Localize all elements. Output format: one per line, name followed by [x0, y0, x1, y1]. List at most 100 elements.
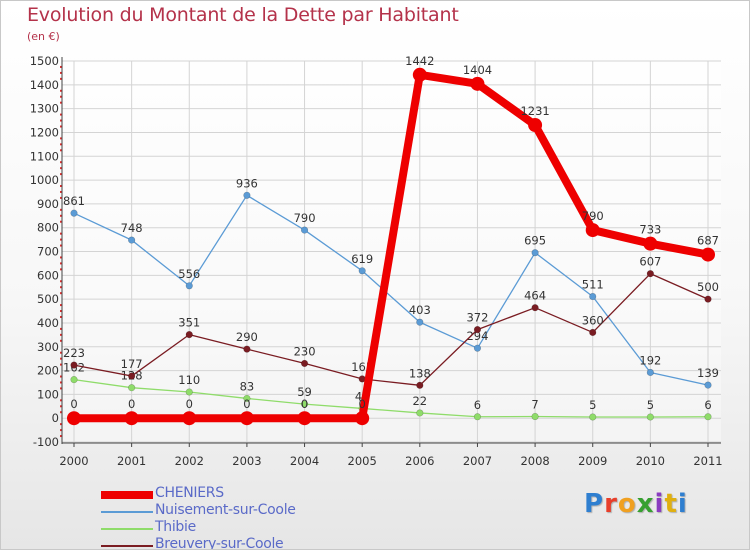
y-minor-tick [60, 411, 62, 414]
y-tick-label: -100 [33, 435, 59, 449]
x-tick-label: 2008 [520, 454, 549, 468]
data-label: 0 [128, 397, 135, 411]
data-point [470, 76, 485, 91]
data-point [67, 411, 81, 426]
y-minor-tick [60, 77, 62, 80]
y-tick-label: 500 [37, 292, 59, 306]
data-label: 790 [294, 211, 316, 225]
y-minor-tick [60, 310, 62, 313]
data-label: 360 [582, 313, 604, 327]
y-minor-tick [60, 113, 62, 116]
y-minor-tick [60, 399, 62, 402]
y-minor-tick [60, 125, 62, 128]
y-minor-tick [60, 167, 62, 170]
data-label: 0 [70, 397, 77, 411]
x-tick-label: 2003 [232, 454, 261, 468]
y-minor-tick [60, 89, 62, 92]
logo-letter: i [654, 489, 665, 519]
data-point [243, 191, 251, 199]
data-point [297, 411, 312, 426]
y-minor-tick [60, 119, 62, 122]
y-minor-tick [60, 375, 62, 378]
data-label: 687 [697, 234, 719, 248]
data-point [646, 413, 654, 421]
y-tick-label: 1300 [30, 102, 59, 116]
data-point [185, 331, 193, 339]
data-label: 5 [647, 398, 654, 412]
data-point [589, 328, 597, 337]
data-label: 223 [63, 346, 85, 360]
y-minor-tick [60, 173, 62, 176]
data-point [704, 295, 712, 303]
data-point [701, 247, 715, 262]
y-minor-tick [60, 339, 62, 342]
data-point [70, 376, 78, 384]
y-tick-label: 100 [37, 387, 59, 401]
data-label: 192 [639, 353, 661, 367]
legend-swatch [101, 511, 153, 513]
data-label: 936 [236, 176, 258, 190]
data-label: 83 [240, 379, 255, 393]
data-point [70, 361, 78, 369]
data-label: 403 [409, 303, 431, 317]
y-minor-tick [60, 244, 62, 247]
y-minor-tick [60, 268, 62, 271]
data-point [124, 411, 139, 426]
series-line [70, 70, 712, 423]
logo-letter: t [664, 489, 678, 519]
y-minor-tick [60, 220, 62, 223]
data-label: 372 [466, 311, 488, 325]
legend-swatch [101, 545, 153, 547]
y-minor-tick [60, 280, 62, 283]
data-point [185, 282, 193, 290]
data-point [643, 236, 658, 251]
y-minor-tick [60, 262, 62, 265]
data-point [128, 236, 136, 244]
data-point [300, 359, 309, 368]
y-minor-tick [60, 327, 62, 330]
logo-letter: P [584, 489, 605, 519]
data-label: 351 [178, 316, 200, 330]
y-minor-tick [60, 357, 62, 360]
data-point [531, 249, 539, 257]
y-minor-tick [60, 387, 62, 390]
data-label: 464 [524, 289, 546, 303]
y-minor-tick [60, 143, 62, 146]
y-minor-tick [60, 161, 62, 164]
x-tick-label: 2004 [290, 454, 319, 468]
x-ticks: 2000 2001 2002 2003 2004 2005 2006 2007 2008 2009… [59, 443, 723, 468]
y-minor-tick [60, 292, 62, 295]
x-tick-label: 2009 [578, 454, 607, 468]
y-minor-tick [60, 65, 62, 68]
data-label: 0 [186, 397, 193, 411]
data-point [300, 226, 309, 234]
y-minor-tick [60, 137, 62, 140]
y-minor-tick [60, 381, 62, 384]
data-point [473, 326, 482, 334]
x-tick-label: 2000 [59, 454, 88, 468]
y-minor-tick [60, 214, 62, 217]
legend-label: Breuvery-sur-Coole [155, 536, 284, 550]
chart-title: Evolution du Montant de la Dette par Hab… [27, 4, 459, 26]
data-label: 556 [178, 267, 200, 281]
y-minor-tick [60, 435, 62, 438]
y-minor-ticks [60, 65, 62, 438]
data-point [358, 267, 366, 275]
y-minor-tick [60, 238, 62, 241]
data-label: 7 [531, 398, 538, 412]
data-point [473, 413, 482, 421]
data-point [589, 413, 597, 421]
y-tick-label: 1100 [30, 149, 59, 163]
y-minor-tick [60, 232, 62, 235]
y-tick-label: 400 [37, 316, 59, 330]
data-label: 695 [524, 234, 546, 248]
y-minor-tick [60, 363, 62, 366]
y-minor-tick [60, 256, 62, 259]
y-tick-label: 1400 [30, 78, 59, 92]
data-point [70, 209, 78, 217]
logo-letter: i [677, 489, 688, 519]
y-minor-tick [60, 315, 62, 318]
data-point [646, 270, 654, 278]
